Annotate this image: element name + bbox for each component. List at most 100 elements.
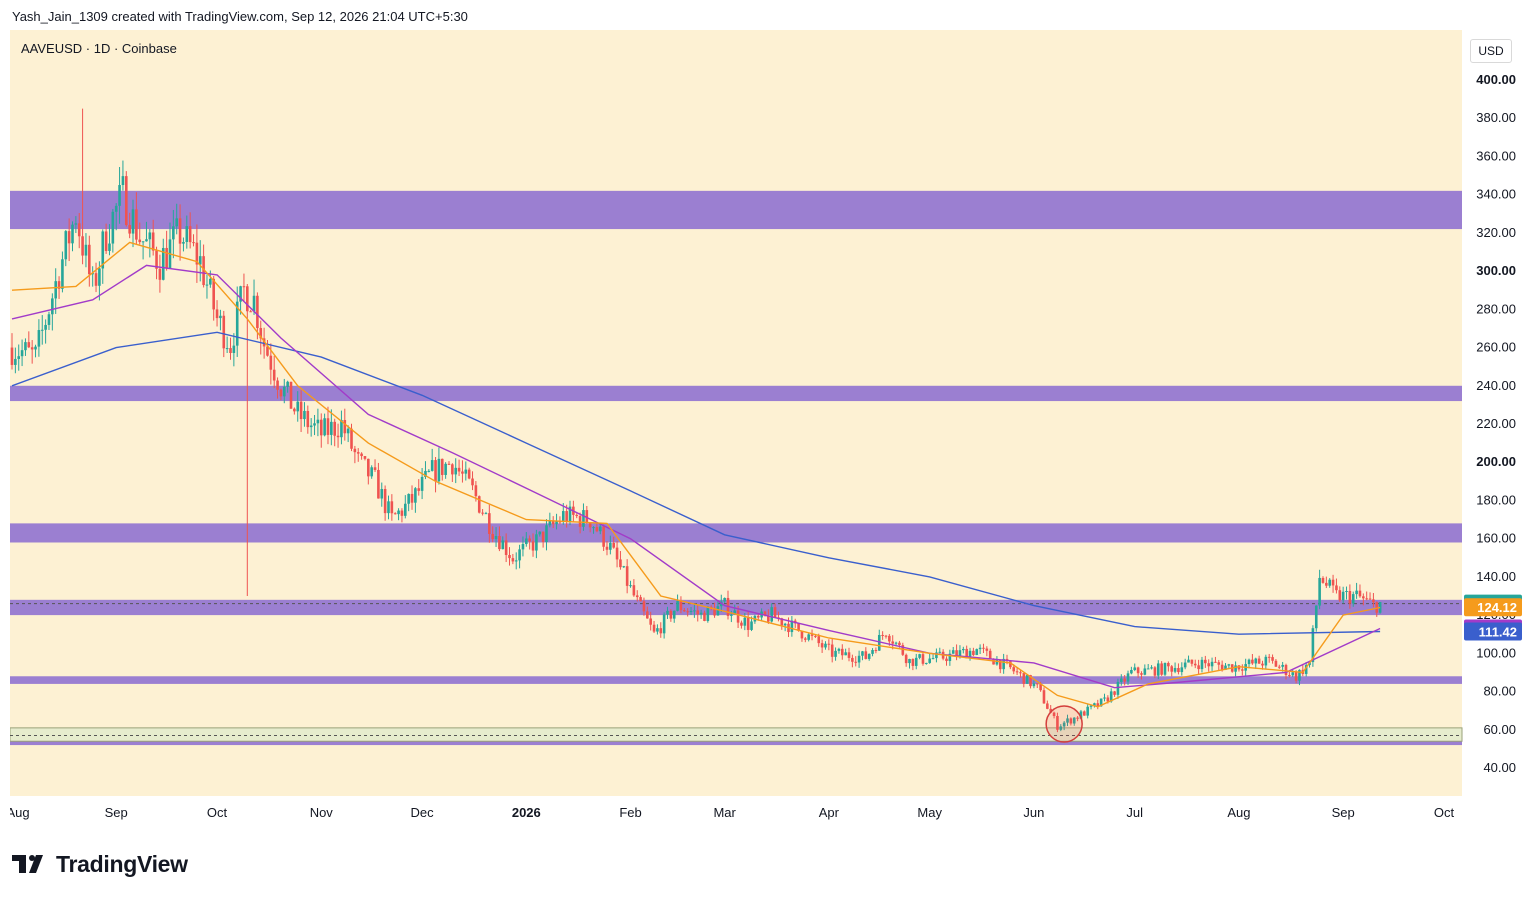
candle-body xyxy=(639,597,642,602)
candle-body xyxy=(1150,667,1153,669)
resistance-zone xyxy=(10,385,1462,402)
candle-body xyxy=(921,654,925,664)
tradingview-logo-icon xyxy=(12,855,43,873)
candle-body xyxy=(1076,717,1079,719)
candle-body xyxy=(535,534,538,551)
candle-body xyxy=(54,281,57,299)
candle-body xyxy=(1200,659,1204,670)
candle-body xyxy=(1210,661,1214,667)
candle-body xyxy=(689,610,693,612)
candle-body xyxy=(77,223,81,237)
chart-area[interactable]: 40.0060.0080.00100.00120.00140.00160.001… xyxy=(10,30,1526,830)
candle-body xyxy=(827,643,831,645)
x-tick-label: Jul xyxy=(1126,805,1143,820)
x-tick-label: Sep xyxy=(1332,805,1355,820)
candle-body xyxy=(447,463,451,465)
candle-body xyxy=(279,389,283,397)
candle-body xyxy=(1022,673,1026,684)
candle-body xyxy=(249,311,252,313)
candle-body xyxy=(884,635,888,637)
candle-body xyxy=(121,176,125,186)
candle-body xyxy=(545,525,548,542)
candle-body xyxy=(1284,664,1288,676)
candle-body xyxy=(491,533,494,540)
candle-body xyxy=(1254,658,1258,664)
candle-body xyxy=(504,540,508,556)
tradingview-logo[interactable]: TradingView xyxy=(12,850,188,878)
candle-body xyxy=(595,527,599,532)
y-tick-label: 60.00 xyxy=(1483,722,1516,737)
symbol-label[interactable]: AAVEUSD · 1D · Coinbase xyxy=(21,41,177,56)
candle-body xyxy=(330,421,333,435)
candle-body xyxy=(1190,659,1194,664)
candle-body xyxy=(904,654,908,664)
candle-body xyxy=(350,428,353,449)
candle-body xyxy=(40,329,44,331)
candle-body xyxy=(1214,661,1217,663)
candle-body xyxy=(323,418,326,436)
tradingview-wordmark: TradingView xyxy=(56,850,188,877)
candle-body xyxy=(1160,663,1163,675)
price-label-box xyxy=(1464,622,1522,641)
candle-body xyxy=(877,634,881,651)
candle-body xyxy=(814,635,817,637)
candle-body xyxy=(531,541,535,551)
candle-body xyxy=(1029,675,1032,687)
candle-body xyxy=(1056,716,1059,730)
price-label-value: 124.12 xyxy=(1477,600,1517,615)
candle-body xyxy=(1099,698,1103,707)
candle-body xyxy=(565,511,568,522)
candle-body xyxy=(461,471,464,474)
candle-body xyxy=(37,330,41,347)
candle-body xyxy=(1325,582,1328,586)
currency-selector[interactable]: USD xyxy=(1470,39,1512,63)
candle-body xyxy=(914,657,918,666)
candle-body xyxy=(1271,657,1274,661)
candle-body xyxy=(1177,668,1180,673)
candle-body xyxy=(1281,664,1284,667)
candle-body xyxy=(854,661,858,663)
candle-body xyxy=(575,514,579,517)
x-tick-label: Aug xyxy=(1227,805,1250,820)
candle-body xyxy=(114,205,118,212)
candle-body xyxy=(387,501,390,514)
candle-body xyxy=(1032,683,1036,687)
y-tick-label: 160.00 xyxy=(1476,531,1516,546)
candle-body xyxy=(612,542,616,548)
candle-body xyxy=(1372,599,1375,603)
candle-body xyxy=(1116,681,1120,695)
candle-body xyxy=(578,516,582,527)
candle-body xyxy=(104,231,108,251)
candle-body xyxy=(340,420,343,438)
candle-body xyxy=(74,223,78,225)
candle-body xyxy=(713,608,716,616)
y-tick-label: 80.00 xyxy=(1483,684,1516,699)
candle-body xyxy=(851,657,854,662)
candle-body xyxy=(1331,579,1335,586)
candle-body xyxy=(992,658,995,665)
candle-body xyxy=(209,278,212,285)
candle-body xyxy=(1193,663,1197,666)
candle-body xyxy=(894,642,898,644)
candle-body xyxy=(477,496,481,513)
candle-body xyxy=(888,635,891,642)
candle-body xyxy=(642,601,646,612)
candle-body xyxy=(202,256,205,286)
candle-body xyxy=(91,273,94,275)
candle-body xyxy=(756,615,760,618)
price-chart[interactable]: 40.0060.0080.00100.00120.00140.00160.001… xyxy=(10,30,1526,830)
candle-body xyxy=(948,653,952,662)
candle-body xyxy=(229,348,232,353)
candle-body xyxy=(215,309,219,319)
candle-body xyxy=(111,211,115,244)
candle-body xyxy=(598,526,602,532)
candle-body xyxy=(138,239,142,243)
candle-body xyxy=(1355,590,1358,595)
candle-body xyxy=(246,286,249,312)
candle-body xyxy=(672,610,676,619)
candle-body xyxy=(57,281,61,289)
candle-body xyxy=(703,612,706,621)
candle-body xyxy=(975,649,979,655)
candle-body xyxy=(1109,691,1113,702)
candle-body xyxy=(182,241,185,244)
